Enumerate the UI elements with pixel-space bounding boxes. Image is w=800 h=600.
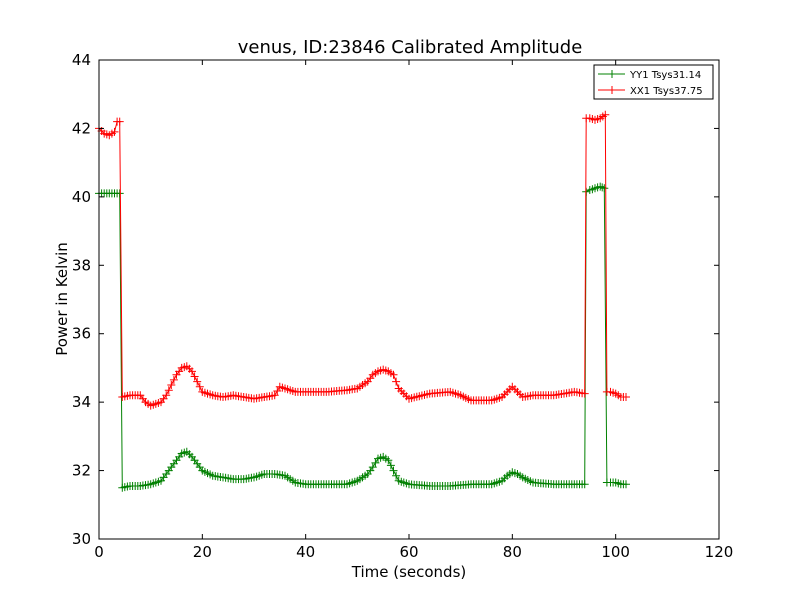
y-tick-label: 34 <box>72 393 91 411</box>
data-point <box>115 117 124 126</box>
x-tick-label: 20 <box>193 543 212 561</box>
data-point <box>371 458 380 467</box>
data-point <box>580 389 589 398</box>
data-point <box>193 377 202 386</box>
legend-marker-yy1 <box>608 70 616 78</box>
x-tick-label: 60 <box>399 543 418 561</box>
data-point <box>392 471 401 480</box>
data-point <box>270 391 279 400</box>
legend-label-xx1: XX1 Tsys37.75 <box>630 86 703 97</box>
data-point <box>162 391 171 400</box>
data-point <box>600 184 609 193</box>
x-tick-label: 100 <box>601 543 630 561</box>
y-axis-title: Power in Kelvin <box>53 242 71 356</box>
series-markers-0 <box>95 182 630 492</box>
x-tick-label: 0 <box>94 543 104 561</box>
x-axis-title: Time (seconds) <box>351 563 467 581</box>
data-point <box>273 387 282 395</box>
data-point <box>392 377 401 386</box>
data-point <box>368 463 377 472</box>
chart-title: venus, ID:23846 Calibrated Amplitude <box>238 37 583 58</box>
data-point <box>188 367 196 376</box>
data-point <box>164 386 173 395</box>
legend-marker-xx1 <box>608 86 616 94</box>
x-tick-label: 80 <box>503 543 522 561</box>
legend-box <box>593 64 714 100</box>
legend: YY1 Tsys31.14 XX1 Tsys37.75 <box>593 64 714 100</box>
data-point <box>622 480 630 489</box>
data-point <box>580 480 589 489</box>
data-point <box>389 370 398 379</box>
y-tick-label: 44 <box>72 51 91 69</box>
data-point <box>110 127 119 136</box>
y-tick-label: 30 <box>72 530 91 548</box>
data-point <box>596 182 605 191</box>
x-tick-label: 40 <box>296 543 315 561</box>
y-tick-label: 36 <box>72 325 91 343</box>
data-point <box>601 110 610 119</box>
y-tick-label: 38 <box>72 256 91 274</box>
data-point <box>598 183 607 192</box>
ticks: 0 20 40 60 80 100 120 30 32 34 36 38 40 42 44 <box>72 51 733 561</box>
data-point <box>389 466 398 475</box>
data-point <box>384 456 393 465</box>
x-tick-label: 120 <box>705 543 734 561</box>
data-point <box>386 461 395 470</box>
data-point <box>167 381 176 389</box>
legend-label-yy1: YY1 Tsys31.14 <box>629 70 701 81</box>
data-point <box>190 372 199 381</box>
data-point <box>115 189 124 198</box>
data-point <box>169 375 178 384</box>
data-point <box>622 393 630 401</box>
y-tick-label: 32 <box>72 462 91 480</box>
y-tick-label: 42 <box>72 119 91 137</box>
data-point <box>195 382 204 391</box>
y-tick-label: 40 <box>72 188 91 206</box>
